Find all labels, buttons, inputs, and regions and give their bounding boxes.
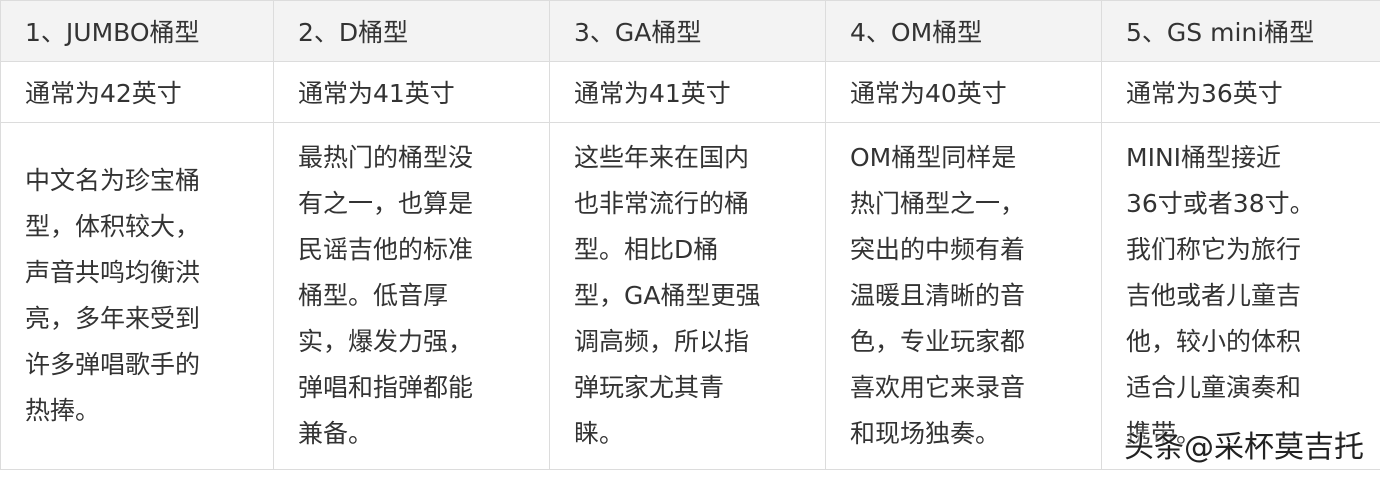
cell-line: 中文名为珍宝桶 [25,166,201,195]
table-row: 中文名为珍宝桶 型，体积较大， 声音共鸣均衡洪 亮，多年来受到 许多弹唱歌手的 热捧。 最热… [0,122,1380,470]
cell-line: 民谣吉他的标准 [298,235,474,264]
cell-line: 热门桶型之一， [850,189,1026,218]
cell-line: 声音共鸣均衡洪 [25,258,201,287]
cell-line: 他，较小的体积 [1126,327,1302,356]
table-cell: 这些年来在国内 也非常流行的桶 型。相比D桶型，GA桶型更强 调高频，所以指 弹玩家尤其… [549,122,826,470]
cell-line: 许多弹唱歌手的 [25,350,201,379]
cell-line: 和现场独奏。 [850,419,1001,448]
table-row: 通常为42英寸 通常为41英寸 通常为41英寸 通常为40英寸 通常为36英寸 [0,61,1380,123]
cell-line: 兼备。 [298,419,374,448]
cell-line: 调高频，所以指 [574,327,750,356]
header-cell: 4、OM桶型 [825,0,1102,62]
table-cell: 通常为41英寸 [549,61,826,123]
cell-line: 亮，多年来受到 [25,304,201,333]
cell-line: 我们称它为旅行 [1126,235,1302,264]
table-cell: 通常为41英寸 [273,61,550,123]
cell-line: 型。相比D桶 [574,235,719,264]
header-cell: 2、D桶型 [273,0,550,62]
cell-line: 型，GA桶型更强 [574,281,761,310]
table-cell: 通常为36英寸 [1101,61,1380,123]
cell-line: 携带。 [1126,419,1202,448]
cell-line: 弹唱和指弹都能 [298,373,474,402]
table-cell: OM桶型同样是 热门桶型之一， 突出的中频有着 温暖且清晰的音 色，专业玩家都 喜欢用它来… [825,122,1102,470]
cell-line: 喜欢用它来录音 [850,373,1026,402]
table-cell: 中文名为珍宝桶 型，体积较大， 声音共鸣均衡洪 亮，多年来受到 许多弹唱歌手的 热捧。 [0,122,274,470]
cell-line: 有之一，也算是 [298,189,474,218]
cell-line: 睐。 [574,419,625,448]
cell-line: 弹玩家尤其青 [574,373,725,402]
cell-line: OM桶型同样是 [850,143,1017,172]
cell-line: MINI桶型接近 [1126,143,1282,172]
cell-line: 型，体积较大， [25,212,201,241]
cell-line: 热捧。 [25,396,101,425]
cell-line: 这些年来在国内 [574,143,750,172]
header-cell: 3、GA桶型 [549,0,826,62]
cell-line: 36寸或者38寸。 [1126,189,1315,218]
table-cell: 最热门的桶型没 有之一，也算是 民谣吉他的标准 桶型。低音厚 实，爆发力强， 弹唱和指弹都… [273,122,550,470]
cell-line: 适合儿童演奏和 [1126,373,1302,402]
header-cell: 1、JUMBO桶型 [0,0,274,62]
cell-line: 实，爆发力强， [298,327,474,356]
header-cell: 5、GS mini桶型 [1101,0,1380,62]
watermark: 头条@采杯莫吉托 [1124,430,1364,465]
cell-line: 色，专业玩家都 [850,327,1026,356]
table-cell: 通常为42英寸 [0,61,274,123]
cell-line: 吉他或者儿童吉 [1126,281,1302,310]
cell-line: 最热门的桶型没 [298,143,474,172]
cell-line: 桶型。低音厚 [298,281,449,310]
header-row: 1、JUMBO桶型 2、D桶型 3、GA桶型 4、OM桶型 5、GS mini桶型 [0,0,1380,62]
cell-line: 也非常流行的桶 [574,189,750,218]
cell-line: 温暖且清晰的音 [850,281,1026,310]
table-cell: 通常为40英寸 [825,61,1102,123]
cell-line: 突出的中频有着 [850,235,1026,264]
table-cell: MINI桶型接近 36寸或者38寸。 我们称它为旅行 吉他或者儿童吉 他，较小的体积 适合… [1101,122,1380,470]
